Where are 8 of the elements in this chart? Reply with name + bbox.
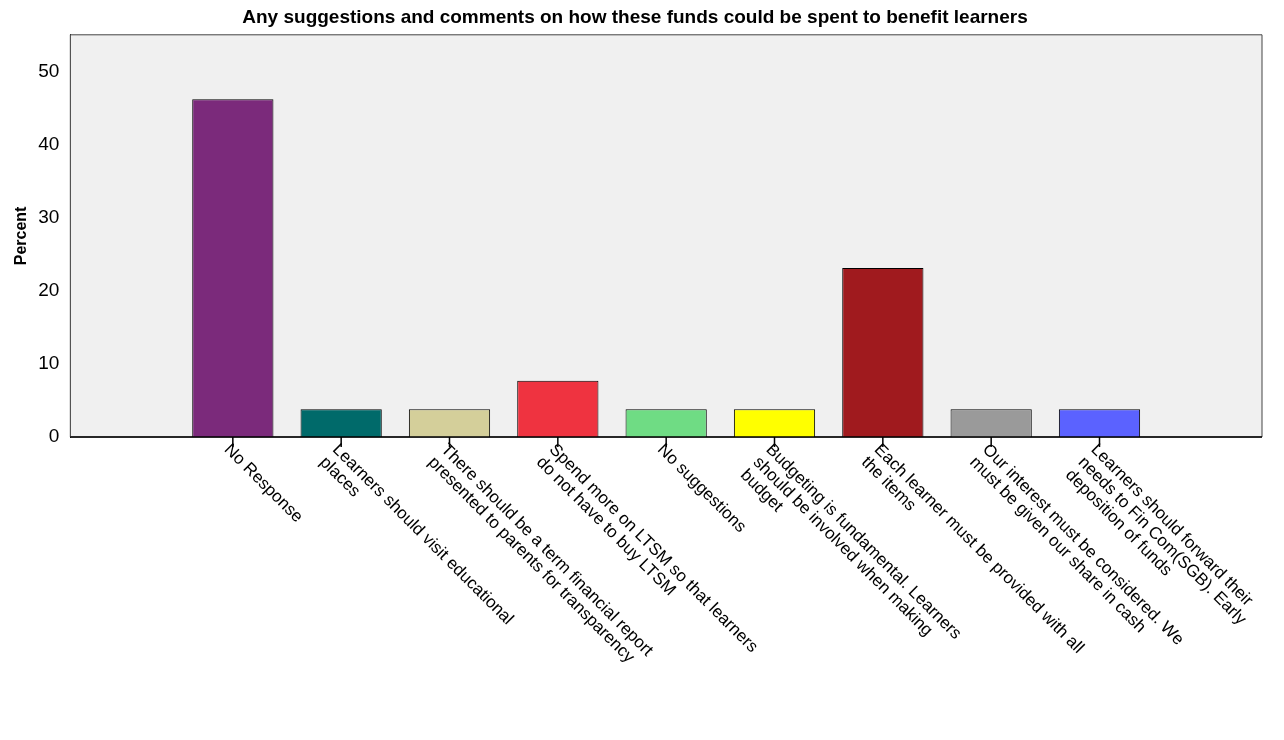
y-tick-label: 20 [38,278,60,300]
y-tick-label: 0 [48,425,60,447]
y-tick-label: 40 [38,132,60,154]
chart-title: Any suggestions and comments on how these funds could be spent to benefit learners [242,5,1028,27]
y-tick-label: 30 [38,205,60,227]
y-tick-label: 10 [38,352,60,374]
y-tick-label: 50 [38,59,60,81]
y-axis-title: Percent [12,205,30,266]
